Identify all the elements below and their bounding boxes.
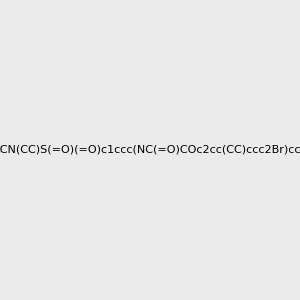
Text: CCN(CC)S(=O)(=O)c1ccc(NC(=O)COc2cc(CC)ccc2Br)cc1: CCN(CC)S(=O)(=O)c1ccc(NC(=O)COc2cc(CC)cc… xyxy=(0,145,300,155)
